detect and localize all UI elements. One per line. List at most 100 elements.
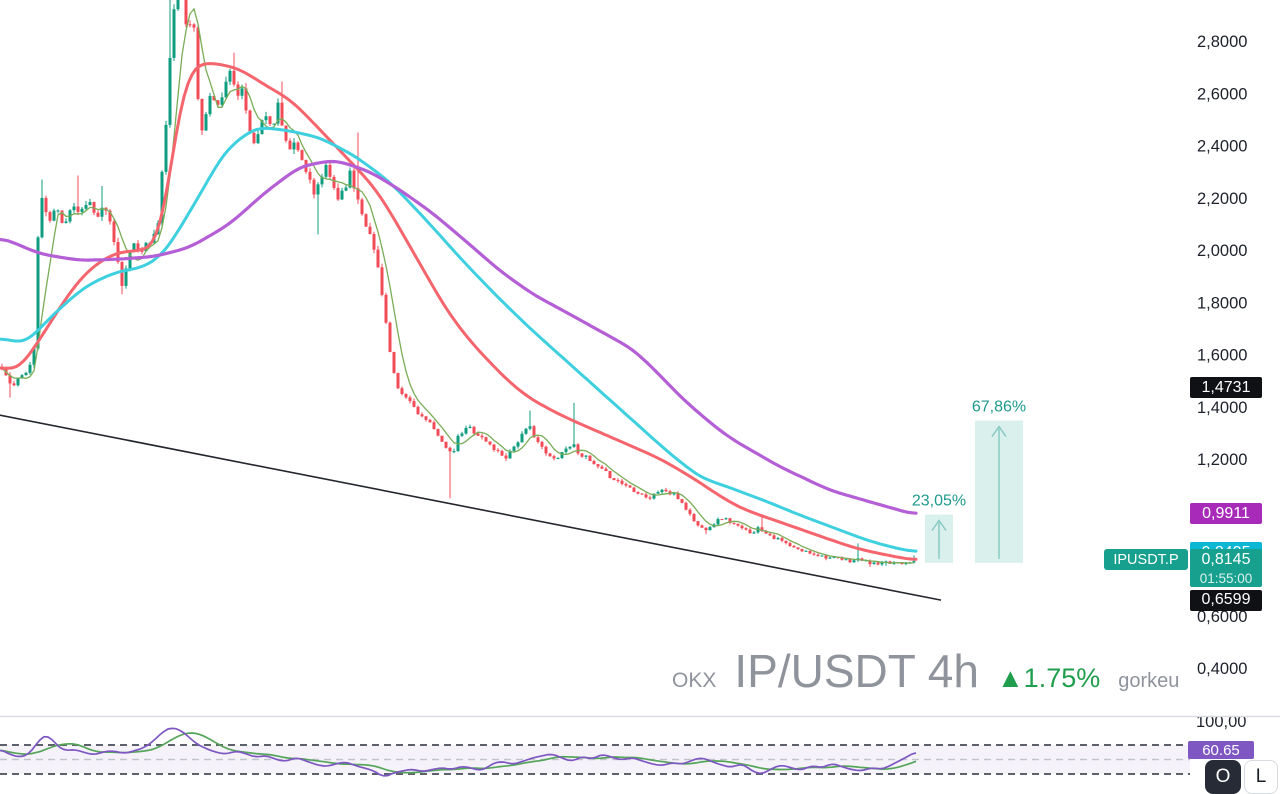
- candle-body: [164, 124, 168, 172]
- candle-body: [280, 102, 284, 126]
- candle-body: [720, 519, 724, 521]
- measure-percent-label: 67,86%: [972, 399, 1026, 416]
- candle-body: [696, 521, 700, 526]
- rsi-top-tick: 100,00: [1196, 713, 1246, 731]
- candle-body: [744, 528, 748, 530]
- candle-body: [344, 187, 348, 191]
- candle-body: [448, 447, 452, 452]
- log-scale-button[interactable]: L: [1244, 760, 1278, 794]
- up-triangle-icon: ▲: [996, 663, 1024, 693]
- price-tick: 2,2000: [1197, 190, 1247, 208]
- candle-body: [360, 199, 364, 215]
- candle-body: [492, 444, 496, 450]
- candle-body: [316, 184, 320, 195]
- candle-body: [840, 557, 844, 560]
- candle-body: [424, 416, 428, 420]
- candle-body: [336, 187, 340, 200]
- candle-body: [544, 446, 548, 454]
- candle-body: [36, 237, 40, 349]
- candle-body: [56, 210, 60, 212]
- candle-body: [308, 171, 312, 180]
- price-tick: 2,4000: [1197, 138, 1247, 156]
- candle-body: [692, 513, 696, 522]
- candle-body: [268, 116, 272, 125]
- descending-trendline[interactable]: [0, 388, 942, 601]
- candle-body: [224, 81, 228, 98]
- measure-box[interactable]: [925, 514, 953, 563]
- candle-body: [700, 525, 704, 528]
- candle-body: [76, 206, 80, 212]
- candle-body: [868, 560, 872, 565]
- candle-body: [276, 102, 280, 124]
- price-label-trendline-start: 1,4731: [1190, 377, 1262, 399]
- candle-body: [184, 0, 188, 25]
- rsi-line: [0, 727, 917, 777]
- candle-body: [444, 441, 448, 448]
- candle-body: [784, 540, 788, 544]
- candle-body: [32, 348, 36, 365]
- candle-body: [108, 210, 112, 222]
- candle-body: [516, 442, 520, 447]
- candle-body: [228, 70, 232, 82]
- candle-body: [244, 88, 248, 111]
- candle-body: [460, 433, 464, 436]
- price-tick: 1,6000: [1197, 347, 1247, 365]
- candle-body: [8, 375, 12, 384]
- candle-body: [560, 452, 564, 459]
- rsi-pane[interactable]: 100,00: [0, 713, 1246, 777]
- candle-body: [20, 375, 24, 379]
- candle-body: [28, 364, 32, 373]
- candle-body: [248, 110, 252, 133]
- candle-body: [872, 562, 876, 565]
- watermark-username: gorkeu: [1118, 670, 1180, 692]
- candle-body: [708, 527, 712, 531]
- candle-body: [548, 453, 552, 457]
- candle-body: [552, 456, 556, 459]
- price-tick: 1,8000: [1197, 294, 1247, 312]
- candle-body: [120, 262, 124, 286]
- candle-body: [288, 140, 292, 150]
- candle-body: [568, 446, 572, 449]
- candle-body: [252, 132, 256, 144]
- ma-red[interactable]: [0, 62, 918, 561]
- candle-body: [772, 535, 776, 539]
- candle-body: [596, 464, 600, 467]
- measure-tool[interactable]: 23,05%: [912, 493, 966, 563]
- candle-body: [472, 426, 476, 434]
- candle-body: [812, 553, 816, 555]
- price-tick: 2,8000: [1197, 33, 1247, 51]
- price-tick: 1,2000: [1197, 451, 1247, 469]
- candle-body: [624, 483, 628, 486]
- candle-body: [300, 150, 304, 160]
- candle-body: [536, 437, 540, 442]
- ma-fast-green[interactable]: [1, 7, 915, 564]
- candle-body: [820, 555, 824, 557]
- candle-body: [488, 441, 492, 445]
- measure-tool[interactable]: 67,86%: [972, 399, 1026, 563]
- candle-body: [880, 561, 884, 565]
- candle-body: [356, 188, 360, 200]
- candle-body: [380, 267, 384, 295]
- candle-body: [724, 518, 728, 520]
- price-tick: 2,0000: [1197, 242, 1247, 260]
- candle-body: [200, 98, 204, 131]
- candle-body: [292, 142, 296, 150]
- measure-percent-label: 23,05%: [912, 493, 966, 510]
- candle-body: [428, 419, 432, 423]
- candle-body: [716, 519, 720, 525]
- price-label-purple-ma: 0,9911: [1190, 503, 1262, 525]
- candle-body: [476, 433, 480, 436]
- ohlc-values-button[interactable]: O: [1205, 760, 1241, 794]
- candle-body: [112, 221, 116, 242]
- candle-body: [432, 422, 436, 430]
- candle-body: [400, 388, 404, 394]
- candle-body: [384, 294, 388, 323]
- candle-body: [604, 468, 608, 472]
- ma-cyan[interactable]: [0, 126, 918, 553]
- measure-box[interactable]: [975, 420, 1023, 563]
- candle-body: [468, 426, 472, 428]
- candle-body: [768, 533, 772, 536]
- ma-purple[interactable]: [0, 159, 918, 515]
- candle-body: [340, 190, 344, 200]
